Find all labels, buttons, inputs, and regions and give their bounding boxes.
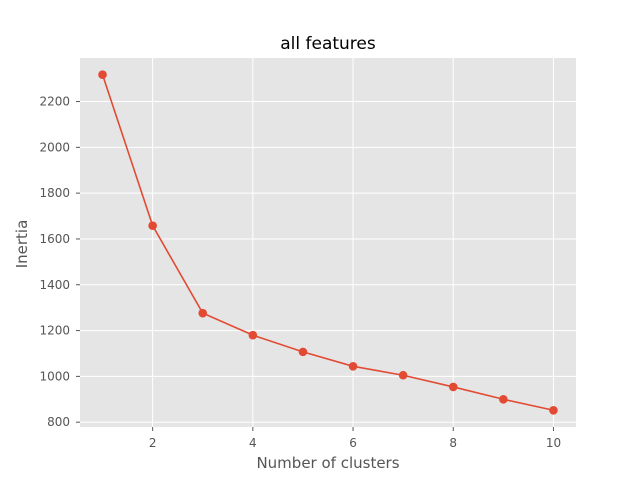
y-axis-label: Inertia — [13, 220, 31, 269]
x-axis-ticks: 2 4 6 8 10 — [149, 427, 561, 450]
x-tick-label: 6 — [349, 436, 357, 450]
y-tick-label: 1400 — [39, 278, 70, 292]
y-tick-label: 1800 — [39, 186, 70, 200]
data-point — [298, 347, 308, 357]
inertia-line — [101, 74, 554, 412]
y-tick-label: 800 — [47, 415, 70, 429]
data-point — [448, 382, 458, 392]
data-point — [98, 70, 107, 80]
x-tick-label: 10 — [546, 436, 561, 450]
grid-lines — [80, 58, 576, 427]
y-tick-label: 1200 — [39, 324, 70, 338]
data-point — [398, 370, 408, 380]
y-tick-label: 1000 — [39, 369, 70, 383]
chart-title: all features — [280, 34, 376, 54]
data-points — [98, 70, 558, 415]
data-point — [248, 330, 258, 340]
data-point — [499, 394, 508, 404]
y-tick-label: 2200 — [39, 95, 70, 109]
x-tick-label: 4 — [249, 436, 257, 450]
y-tick-label: 1600 — [39, 232, 70, 246]
y-tick-label: 2000 — [39, 140, 70, 154]
data-point — [549, 405, 558, 415]
data-point — [348, 362, 358, 371]
x-tick-label: 2 — [149, 436, 157, 450]
x-tick-label: 8 — [449, 436, 457, 450]
plot-area — [80, 58, 576, 427]
x-axis-label: Number of clusters — [256, 454, 399, 472]
data-point — [148, 221, 157, 230]
data-point — [198, 308, 208, 318]
y-axis-ticks: 800 1000 1200 1400 1600 1800 2000 2200 — [39, 95, 80, 429]
